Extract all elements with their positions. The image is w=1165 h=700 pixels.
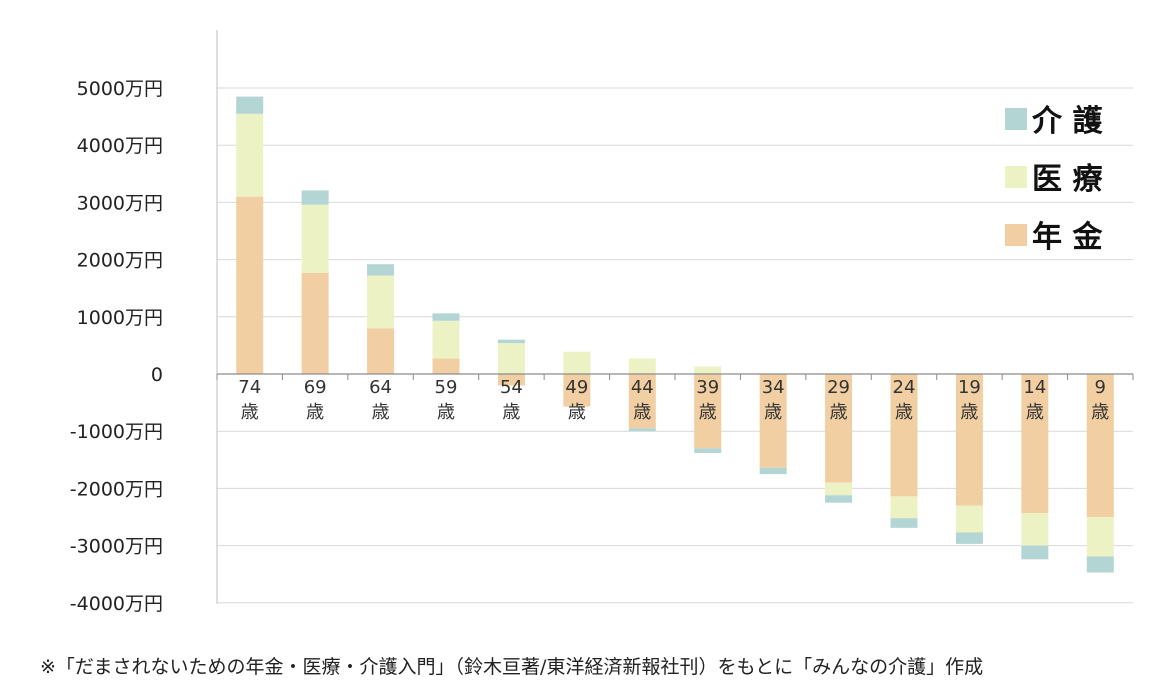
bar-segment — [236, 96, 264, 114]
bar-segment — [236, 113, 264, 197]
bar-segment — [955, 374, 983, 506]
bar-segment — [694, 366, 722, 374]
bar-segment — [825, 482, 853, 496]
bar-segment — [694, 448, 722, 453]
legend-swatch — [1005, 108, 1027, 130]
legend-label: 介 護 — [1031, 104, 1103, 139]
y-tick-label: 5000万円 — [77, 78, 163, 100]
source-caption: ※「だまされないための年金・医療・介護入門」（鈴木亘著/東洋経済新報社刊）をもと… — [40, 656, 984, 678]
bar-segment — [1021, 512, 1049, 546]
y-tick-label: -2000万円 — [70, 478, 163, 500]
x-tick-label: 54 歳 — [500, 377, 523, 423]
bar-segment — [367, 275, 395, 329]
x-tick-label: 74 歳 — [238, 377, 261, 423]
legend: 介 護医 療年 金 — [1005, 104, 1103, 255]
legend-swatch — [1005, 224, 1027, 246]
x-tick-label: 44 歳 — [631, 377, 654, 423]
axes — [216, 30, 1134, 604]
x-tick-label: 29 歳 — [827, 377, 850, 423]
legend-label: 医 療 — [1032, 162, 1102, 197]
bar-segment — [890, 518, 918, 528]
x-tick-label: 19 歳 — [958, 377, 981, 423]
x-tick-label: 49 歳 — [565, 377, 588, 423]
x-tick-label: 39 歳 — [696, 377, 719, 423]
x-axis-tick-labels: 74 歳 69 歳 64 歳 59 歳 54 歳 49 歳 44 歳 39 歳 34 歳 29 歳 24 歳 19 歳 14 歳 9… — [238, 377, 1109, 423]
bar-segment — [497, 374, 525, 386]
y-tick-label: 4000万円 — [77, 135, 163, 157]
gridlines — [217, 87, 1133, 604]
bar-segment — [497, 343, 525, 374]
bar-segment — [825, 374, 853, 483]
bar-segment — [367, 264, 395, 276]
bar-segment — [955, 532, 983, 544]
bar-segment — [236, 196, 264, 374]
bar-segment — [890, 496, 918, 519]
bar-segment — [759, 374, 787, 468]
x-tick-label: 14 歳 — [1023, 377, 1046, 423]
x-tick-label: 34 歳 — [762, 377, 785, 423]
x-tick-label: 24 歳 — [893, 377, 916, 423]
bar-segment — [825, 495, 853, 503]
bar-segment — [497, 339, 525, 344]
x-tick-label: 59 歳 — [435, 377, 458, 423]
bars — [236, 96, 1114, 573]
bar-segment — [563, 374, 591, 407]
bar-segment — [1021, 374, 1049, 513]
y-tick-label: 1000万円 — [77, 307, 163, 329]
bar-segment — [563, 351, 591, 374]
y-tick-label: 0 — [151, 364, 163, 386]
bar-segment — [628, 358, 656, 374]
bar-segment — [367, 328, 395, 374]
bar-segment — [432, 313, 460, 321]
y-axis-tick-labels: 5000万円 4000万円 3000万円 2000万円 1000万円 0 -1000万円 -2… — [70, 78, 163, 615]
bar-segment — [628, 374, 656, 429]
bar-segment — [1086, 556, 1114, 573]
x-tick-label: 64 歳 — [369, 377, 392, 423]
y-tick-label: 2000万円 — [77, 250, 163, 272]
bar-segment — [759, 467, 787, 475]
x-tick-label: 69 歳 — [304, 377, 327, 423]
bar-segment — [432, 358, 460, 374]
bar-segment — [301, 204, 329, 273]
bar-segment — [890, 374, 918, 497]
legend-swatch — [1005, 166, 1027, 188]
bar-segment — [955, 505, 983, 533]
y-tick-label: -3000万円 — [70, 536, 163, 558]
bar-segment — [301, 190, 329, 205]
bar-segment — [1086, 374, 1114, 517]
bar-segment — [694, 374, 722, 449]
bar-segment — [432, 320, 460, 359]
y-tick-label: -1000万円 — [70, 421, 163, 443]
y-tick-label: -4000万円 — [70, 593, 163, 615]
legend-label: 年 金 — [1032, 220, 1103, 255]
bar-segment — [301, 272, 329, 374]
y-tick-label: 3000万円 — [77, 192, 163, 214]
bar-segment — [628, 428, 656, 432]
bar-segment — [1021, 545, 1049, 560]
bar-segment — [1086, 517, 1114, 557]
stacked-bar-chart: 5000万円 4000万円 3000万円 2000万円 1000万円 0 -1000万円 -2… — [70, 30, 1134, 615]
